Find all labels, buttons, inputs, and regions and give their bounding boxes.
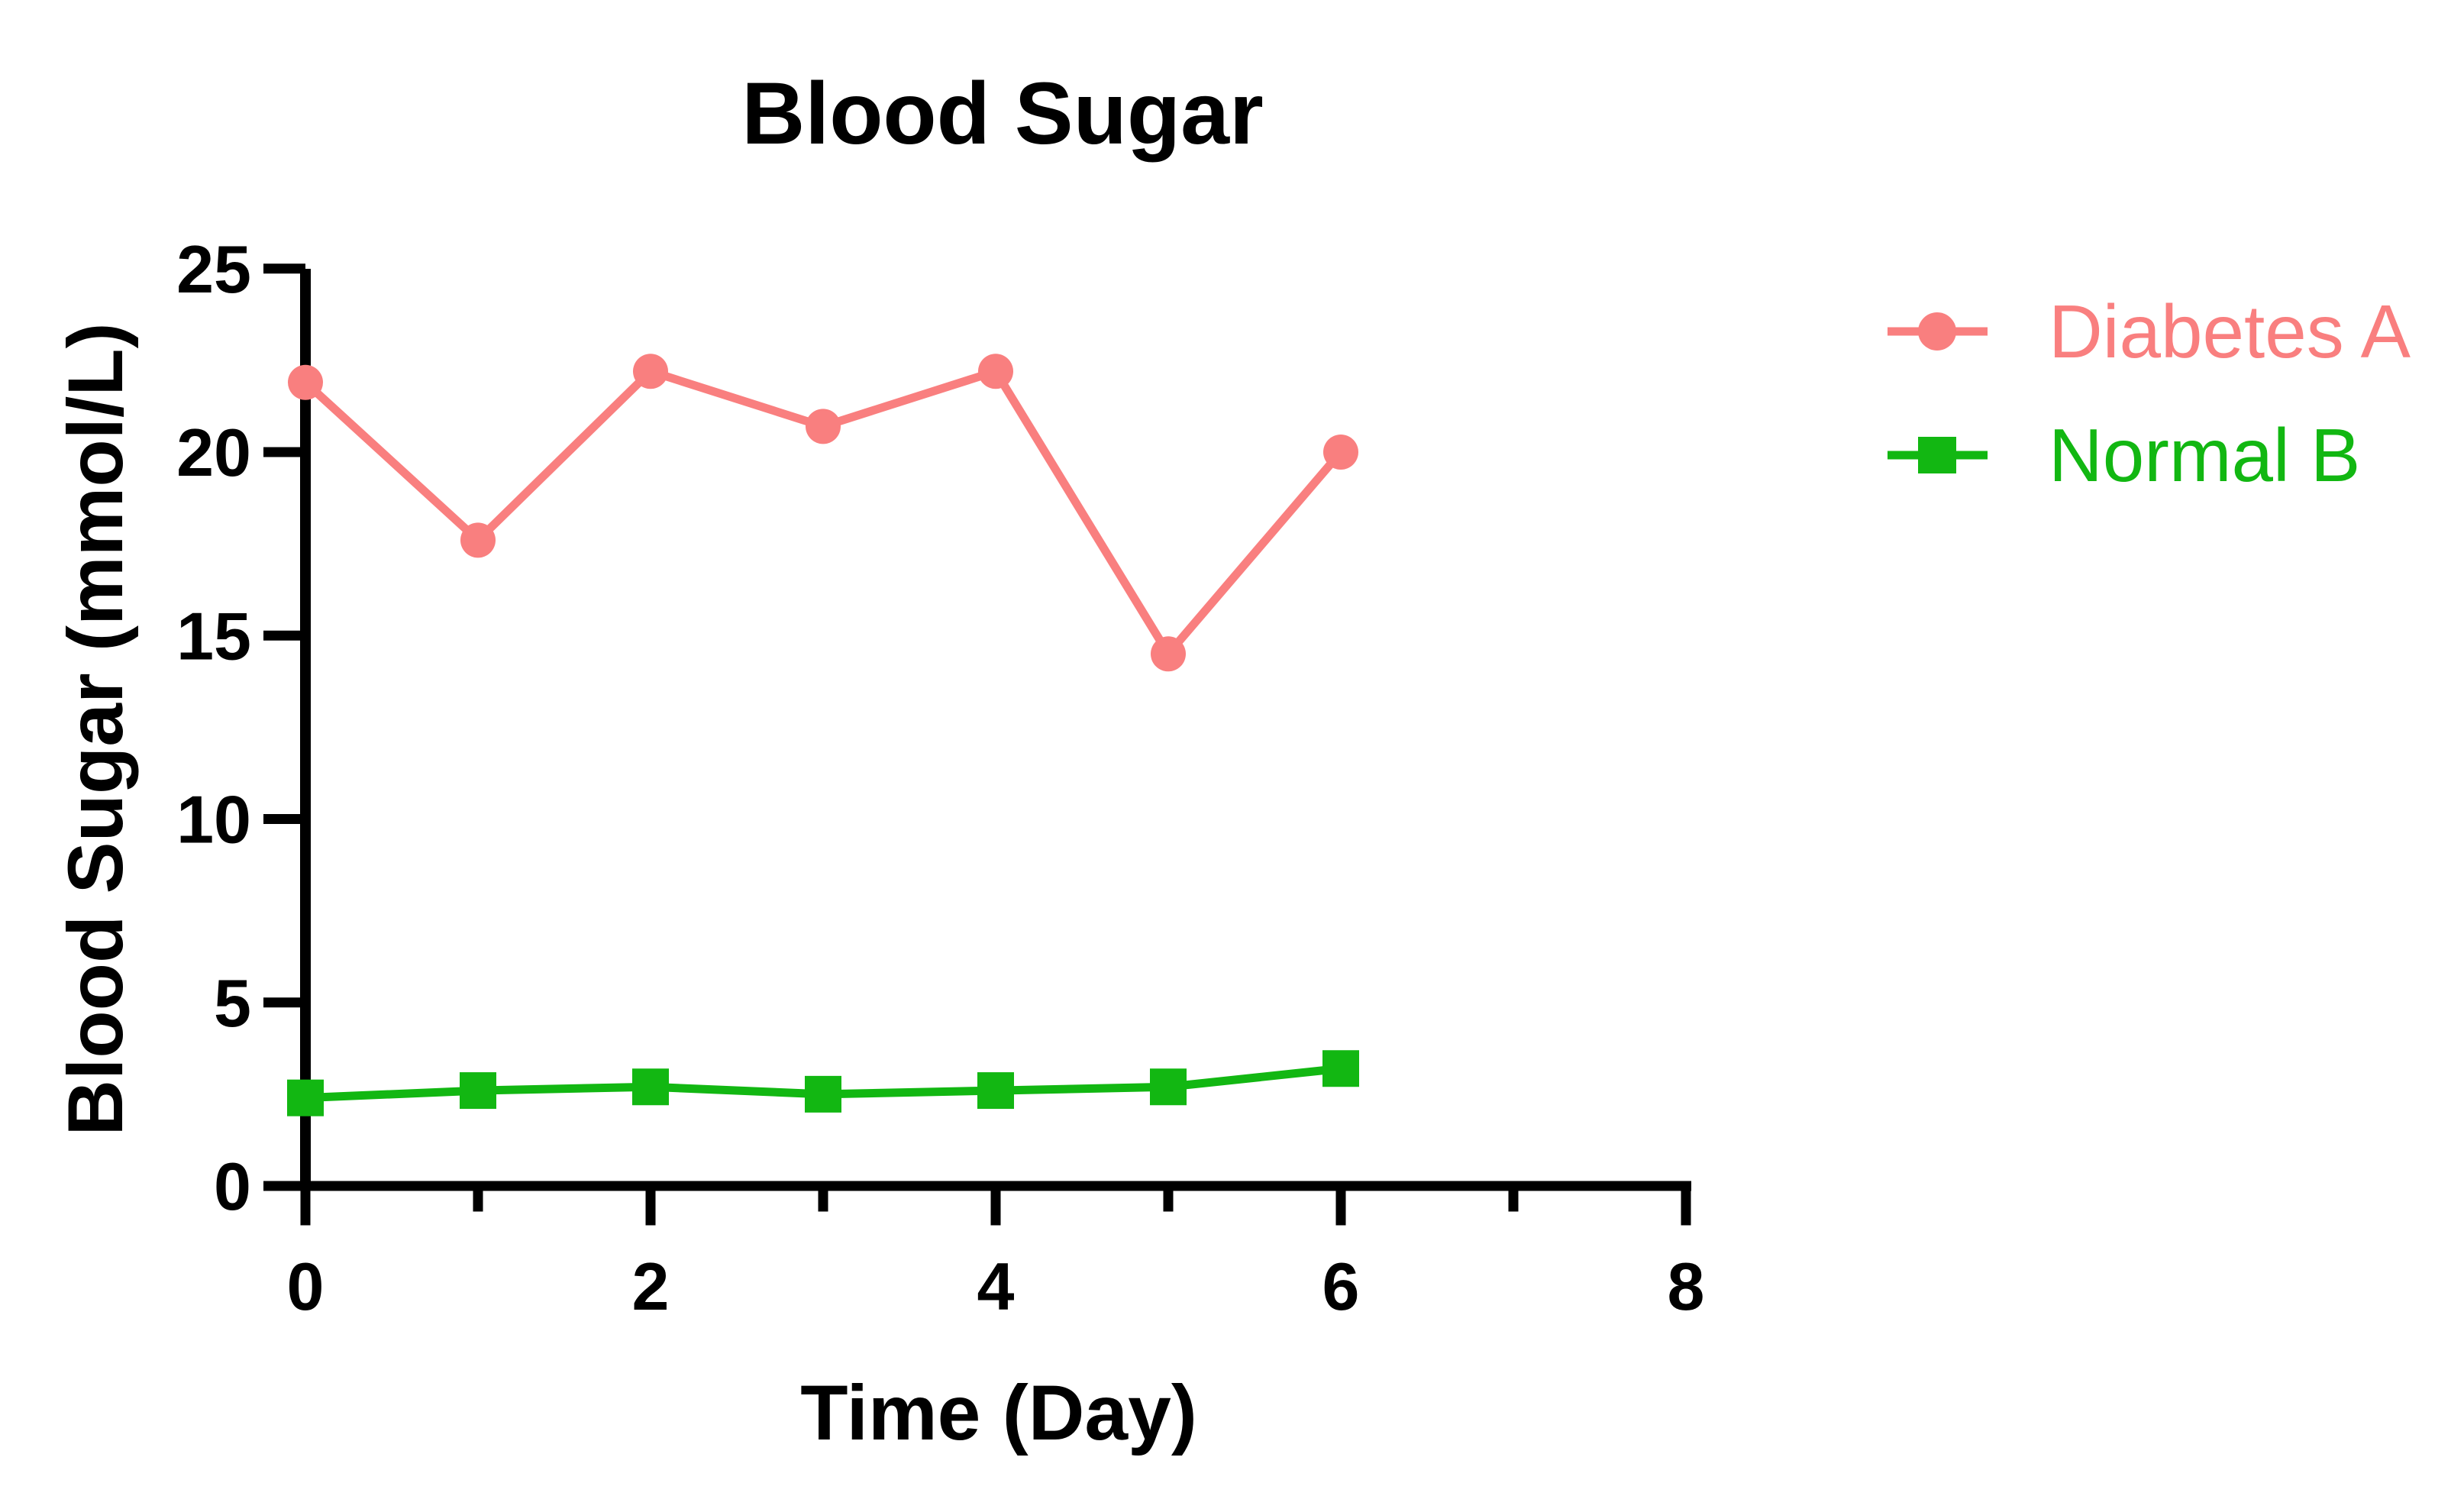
data-point-marker <box>632 1068 669 1106</box>
y-tick-label: 10 <box>176 782 251 858</box>
data-point-marker <box>978 354 1013 389</box>
data-series <box>287 354 1359 1116</box>
data-point-marker <box>460 522 496 558</box>
y-tick-label: 20 <box>176 415 251 490</box>
chart-title: Blood Sugar <box>741 65 1264 163</box>
data-point-marker <box>806 409 841 444</box>
x-tick-label: 0 <box>287 1249 325 1324</box>
data-point-marker <box>1322 1050 1359 1087</box>
legend-circle-marker-icon <box>1918 312 1956 351</box>
legend-item-normal-b: Normal B <box>1888 413 2360 497</box>
x-tick-label: 4 <box>977 1249 1015 1324</box>
x-tick-label: 2 <box>632 1249 670 1324</box>
x-tick-label: 8 <box>1668 1249 1705 1324</box>
data-point-marker <box>287 1079 324 1116</box>
data-point-marker <box>1150 1068 1187 1106</box>
data-point-marker <box>805 1075 841 1113</box>
legend-label: Diabetes A <box>2049 289 2411 373</box>
y-tick-label: 25 <box>176 231 251 307</box>
data-point-marker <box>460 1072 496 1110</box>
y-tick-label: 15 <box>176 598 251 674</box>
y-tick-label: 5 <box>214 965 251 1041</box>
legend-item-diabetes-a: Diabetes A <box>1888 289 2411 373</box>
y-tick-label: 0 <box>214 1149 251 1224</box>
axes: 0 5 10 15 20 25 0 2 4 6 8 <box>176 231 1704 1324</box>
data-point-marker <box>633 354 668 389</box>
x-axis-title: Time (Day) <box>800 1369 1197 1456</box>
legend-square-marker-icon <box>1918 437 1956 473</box>
data-point-marker <box>1151 636 1186 672</box>
data-point-marker <box>1323 435 1358 470</box>
y-axis-title: Blood Sugar (mmol/L) <box>52 322 139 1136</box>
data-point-marker <box>977 1072 1014 1110</box>
legend-label: Normal B <box>2049 413 2360 497</box>
legend: Diabetes A Normal B <box>1888 289 2411 497</box>
data-point-marker <box>288 364 323 400</box>
x-tick-label: 6 <box>1322 1249 1360 1324</box>
